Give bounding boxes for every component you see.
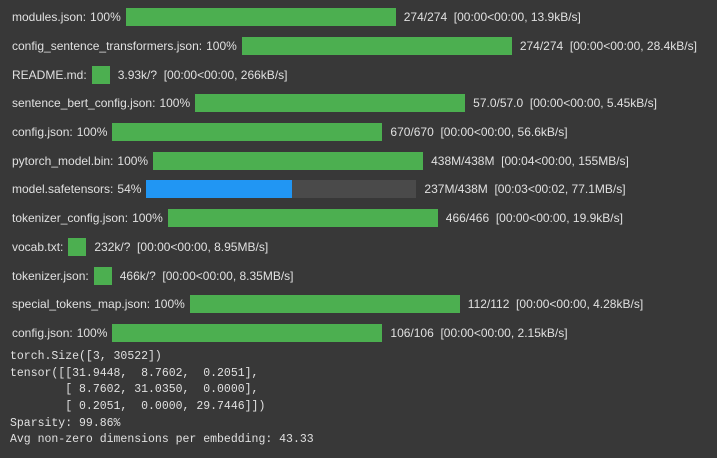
progress-fill [112,323,383,342]
file-label: vocab.txt: [12,239,64,254]
percent-label: 100% [76,325,108,340]
progress-row: vocab.txt: 232k/? [00:00<00:00, 8.95MB/s] [0,233,717,262]
text-output: torch.Size([3, 30522]) tensor([[31.9448, … [10,349,717,449]
progress-track [112,323,383,342]
percent-label: 100% [90,10,121,25]
progress-track [146,180,417,199]
output-line: torch.Size([3, 30522]) [10,350,162,364]
progress-stats: 112/112 [00:00<00:00, 4.28kB/s] [467,297,644,312]
progress-row: pytorch_model.bin: 100% 438M/438M [00:04<0… [0,146,717,175]
progress-track [241,37,512,56]
progress-stats: 237M/438M [00:03<00:02, 77.1MB/s] [424,182,626,197]
progress-row: tokenizer.json: 466k/? [00:00<00:00, 8.35… [0,261,717,290]
progress-fill [125,8,396,27]
file-label: sentence_bert_config.json: [12,96,156,111]
progress-row: model.safetensors: 54% 237M/438M [00:03<00… [0,175,717,204]
percent-label: 100% [159,96,191,111]
progress-fill [93,266,112,285]
progress-row: config.json: 100% 106/106 [00:00<00:00, 2.… [0,319,717,348]
progress-fill [112,123,383,142]
file-label: model.safetensors: [12,182,114,197]
file-label: modules.json: [12,10,87,25]
percent-label: 54% [117,182,142,197]
file-label: config_sentence_transformers.json: [12,39,203,54]
progress-row: special_tokens_map.json: 100% 112/112 [00:… [0,290,717,319]
file-label: tokenizer_config.json: [12,211,129,226]
progress-fill [91,65,110,84]
progress-track [189,295,460,314]
output-line: Sparsity: 99.86% [10,416,121,430]
progress-fill [68,237,87,256]
progress-row: tokenizer_config.json: 100% 466/466 [00:00… [0,204,717,233]
progress-fill [241,37,512,56]
progress-row: sentence_bert_config.json: 100% 57.0/57.0 … [0,89,717,118]
progress-stats: 274/274 [00:00<00:00, 13.9kB/s] [403,10,581,25]
progress-track [125,8,396,27]
progress-fill [189,295,460,314]
progress-track [93,266,112,285]
progress-stats: 57.0/57.0 [00:00<00:00, 5.45kB/s] [473,96,657,111]
percent-label: 100% [76,125,108,140]
file-label: README.md: [12,67,87,82]
progress-fill [195,94,466,113]
progress-track [112,123,383,142]
progress-stats: 438M/438M [00:04<00:00, 155MB/s] [431,153,629,168]
progress-track [167,209,438,228]
file-label: special_tokens_map.json: [12,297,151,312]
progress-fill [153,151,424,170]
output-line: [ 8.7602, 31.0350, 0.0000], [10,383,259,397]
progress-stats: 106/106 [00:00<00:00, 2.15kB/s] [390,325,568,340]
progress-row: modules.json: 100% 274/274 [00:00<00:00, 1… [0,3,717,32]
progress-track [91,65,110,84]
progress-stats: 232k/? [00:00<00:00, 8.95MB/s] [94,239,269,254]
percent-label: 100% [117,153,149,168]
percent-label: 100% [132,211,163,226]
output-line: [ 0.2051, 0.0000, 29.7446]]) [10,400,266,414]
output-line: Avg non-zero dimensions per embedding: 4… [10,433,314,447]
file-label: pytorch_model.bin: [12,153,114,168]
percent-label: 100% [154,297,185,312]
file-label: config.json: [12,325,73,340]
progress-row: config.json: 100% 670/670 [00:00<00:00, 56… [0,118,717,147]
progress-row: config_sentence_transformers.json: 100% 27… [0,32,717,61]
progress-row: README.md: 3.93k/? [00:00<00:00, 266kB/s] [0,60,717,89]
progress-fill [167,209,438,228]
file-label: config.json: [12,125,73,140]
progress-track [68,237,87,256]
progress-stats: 274/274 [00:00<00:00, 28.4kB/s] [519,39,697,54]
progress-stats: 670/670 [00:00<00:00, 56.6kB/s] [390,125,568,140]
progress-stats: 3.93k/? [00:00<00:00, 266kB/s] [117,67,288,82]
progress-list: modules.json: 100% 274/274 [00:00<00:00, 1… [0,3,717,348]
progress-track [153,151,424,170]
progress-stats: 466/466 [00:00<00:00, 19.9kB/s] [445,211,623,226]
percent-label: 100% [206,39,237,54]
progress-track [195,94,466,113]
progress-stats: 466k/? [00:00<00:00, 8.35MB/s] [119,268,294,283]
progress-fill [146,180,293,199]
file-label: tokenizer.json: [12,268,89,283]
output-line: tensor([[31.9448, 8.7602, 0.2051], [10,366,259,380]
